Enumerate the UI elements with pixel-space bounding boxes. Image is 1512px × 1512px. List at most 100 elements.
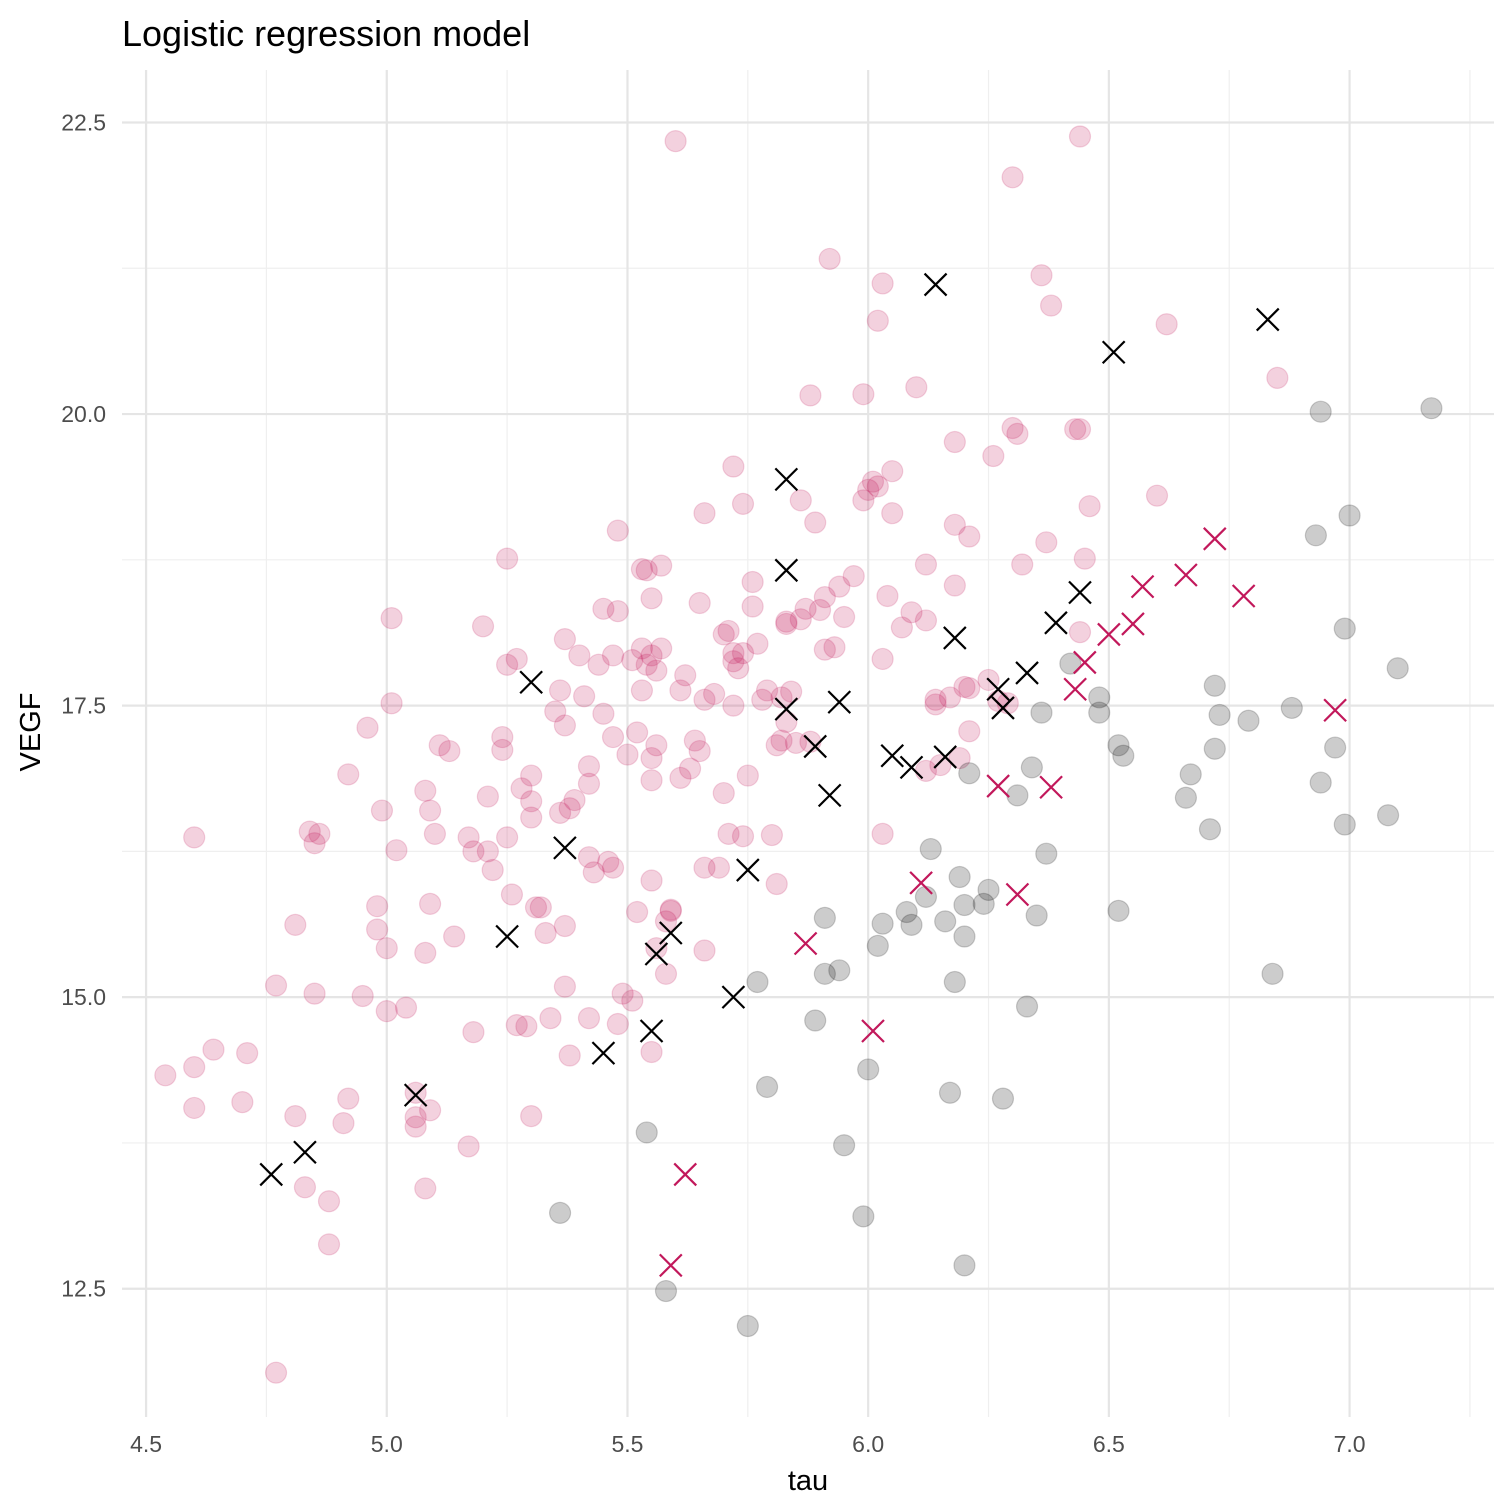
data-point-circle: [404, 1081, 427, 1104]
data-point-circle: [303, 832, 326, 855]
data-point-circle: [414, 779, 437, 802]
data-point-circle: [650, 554, 673, 577]
data-point-circle: [876, 584, 899, 608]
data-point-circle: [919, 837, 942, 861]
data-point-circle: [755, 679, 779, 702]
data-point-circle: [505, 647, 528, 671]
data-point-circle: [871, 912, 894, 935]
data-point-circle: [645, 734, 668, 757]
data-point-circle: [741, 570, 764, 594]
data-point-circle: [548, 1201, 572, 1225]
data-point-circle: [765, 734, 788, 757]
data-point-circle: [1107, 899, 1130, 922]
data-point-cross: [403, 1083, 428, 1107]
data-point-circle: [948, 746, 971, 770]
data-point-circle: [1261, 962, 1284, 985]
data-point-circle: [366, 918, 389, 941]
data-point-circle: [784, 731, 808, 755]
data-point-circle: [264, 1361, 288, 1384]
data-point-circle: [621, 649, 644, 672]
data-point-circle: [1006, 422, 1029, 445]
data-point-circle: [1011, 553, 1034, 576]
data-point-circle: [597, 850, 620, 873]
x-axis-title: tau: [788, 1465, 828, 1497]
data-point-circle: [707, 856, 731, 879]
data-point-circle: [804, 511, 827, 534]
data-point-circle: [871, 822, 894, 845]
data-point-circle: [635, 653, 658, 676]
data-point-circle: [895, 900, 918, 924]
data-point-circle: [515, 1015, 538, 1038]
data-point-circle: [914, 553, 938, 576]
data-point-cross: [1044, 611, 1068, 635]
data-point-circle: [592, 597, 615, 620]
data-point-circle: [1025, 904, 1048, 927]
data-point-circle: [861, 470, 885, 493]
data-point-circle: [900, 913, 923, 936]
data-point-cross: [880, 743, 905, 768]
data-point-circle: [380, 692, 403, 715]
data-point-circle: [1030, 264, 1053, 287]
data-point-circle: [317, 1190, 341, 1213]
data-point-circle: [640, 587, 663, 610]
data-point-cross: [1255, 307, 1280, 332]
data-point-circle: [577, 1007, 601, 1030]
data-point-circle: [731, 825, 755, 848]
data-point-circle: [852, 383, 875, 406]
data-point-circle: [746, 632, 769, 655]
data-point-circle: [953, 893, 976, 917]
data-point-circle: [977, 878, 1000, 901]
data-point-circle: [833, 1134, 856, 1157]
data-point-cross: [803, 734, 827, 759]
data-point-circle: [770, 686, 793, 709]
data-point-circle: [746, 970, 769, 994]
data-point-circle: [938, 1081, 962, 1104]
x-tick-label: 5.0: [371, 1431, 403, 1457]
data-point-circle: [645, 659, 668, 682]
data-point-circle: [958, 525, 981, 548]
data-point-circle: [683, 729, 706, 752]
data-point-cross: [774, 467, 799, 492]
data-point-cross: [923, 272, 948, 297]
data-point-circle: [481, 858, 504, 882]
data-point-circle: [751, 688, 774, 711]
data-point-circle: [1068, 621, 1092, 644]
data-point-cross: [553, 836, 577, 860]
data-point-circle: [731, 642, 755, 665]
data-point-circle: [553, 714, 576, 737]
data-point-circle: [1001, 166, 1024, 189]
data-point-circle: [1208, 703, 1231, 727]
x-tick-label: 7.0: [1334, 1431, 1366, 1457]
y-axis-title: VEGF: [15, 693, 47, 772]
data-point-circle: [606, 1012, 629, 1036]
data-point-circle: [1280, 696, 1303, 720]
data-point-cross: [644, 942, 669, 966]
data-point-circle: [924, 688, 947, 711]
data-point-circle: [828, 959, 851, 982]
data-point-circle: [428, 734, 451, 757]
data-point-circle: [1035, 531, 1058, 554]
data-point-circle: [1078, 495, 1101, 518]
data-point-cross: [1130, 574, 1155, 599]
data-point-circle: [929, 753, 952, 777]
data-point-circle: [548, 679, 572, 702]
data-point-circle: [900, 601, 923, 624]
data-point-circle: [423, 822, 447, 845]
data-point-circle: [775, 612, 798, 636]
data-point-circle: [308, 822, 331, 845]
data-point-circle: [958, 720, 981, 743]
data-point-cross: [986, 677, 1010, 702]
data-point-cross: [899, 755, 924, 780]
data-point-circle: [496, 547, 519, 570]
data-point-circle: [852, 1205, 875, 1228]
data-point-circle: [635, 559, 658, 582]
data-point-circle: [943, 970, 966, 994]
data-point-cross: [943, 626, 967, 650]
data-point-circle: [722, 650, 745, 673]
data-point-cross: [817, 783, 842, 808]
data-point-circle: [741, 595, 764, 618]
data-point-circle: [688, 591, 711, 615]
data-point-circle: [337, 1087, 360, 1110]
data-point-circle: [505, 1014, 528, 1037]
data-point-circle: [520, 1105, 543, 1128]
